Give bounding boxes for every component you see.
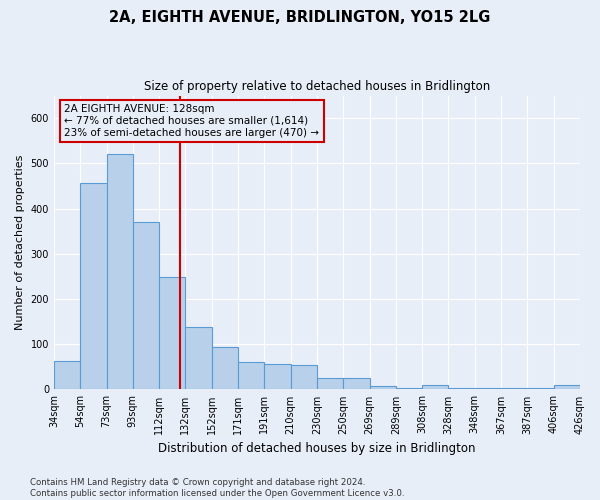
Bar [343,378,370,390]
Bar [159,278,185,390]
Bar [448,388,475,390]
Title: Size of property relative to detached houses in Bridlington: Size of property relative to detached ho… [144,80,490,93]
Bar [54,362,80,390]
Text: 2A EIGHTH AVENUE: 128sqm
← 77% of detached houses are smaller (1,614)
23% of sem: 2A EIGHTH AVENUE: 128sqm ← 77% of detach… [64,104,319,138]
X-axis label: Distribution of detached houses by size in Bridlington: Distribution of detached houses by size … [158,442,476,455]
Bar [501,388,527,390]
Bar [475,388,501,390]
Bar [212,347,238,390]
Bar [265,364,290,390]
Bar [422,385,448,390]
Bar [80,183,107,390]
Text: 2A, EIGHTH AVENUE, BRIDLINGTON, YO15 2LG: 2A, EIGHTH AVENUE, BRIDLINGTON, YO15 2LG [109,10,491,25]
Text: Contains HM Land Registry data © Crown copyright and database right 2024.
Contai: Contains HM Land Registry data © Crown c… [30,478,404,498]
Bar [317,378,343,390]
Bar [107,154,133,390]
Bar [527,388,554,390]
Y-axis label: Number of detached properties: Number of detached properties [15,155,25,330]
Bar [238,362,265,390]
Bar [133,222,159,390]
Bar [396,388,422,390]
Bar [370,386,396,390]
Bar [290,364,317,390]
Bar [185,326,212,390]
Bar [554,385,580,390]
